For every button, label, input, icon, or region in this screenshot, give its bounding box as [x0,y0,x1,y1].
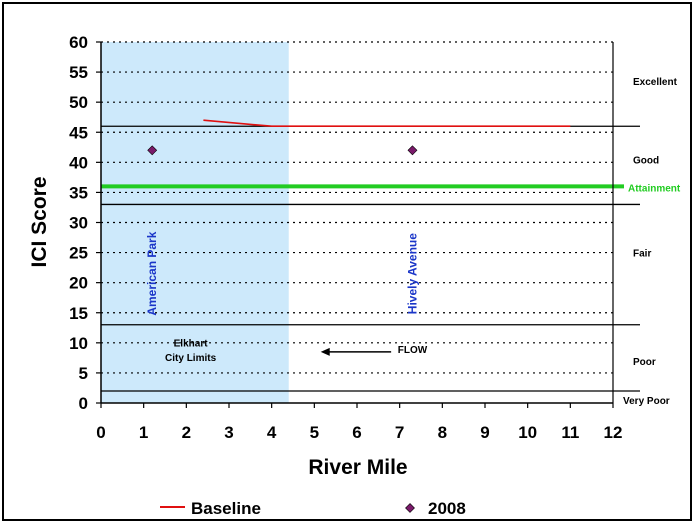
y-tick-label: 30 [69,214,88,233]
zone-label: Fair [633,249,651,260]
x-tick-label: 10 [518,423,537,442]
legend-baseline-label: Baseline [191,499,261,518]
y-tick-label: 60 [69,33,88,52]
x-tick-label: 0 [96,423,105,442]
y-tick-label: 35 [69,183,88,202]
y-tick-label: 10 [69,334,88,353]
annotation: Elkhart [174,338,209,349]
y-tick-label: 5 [79,364,88,383]
x-tick-label: 9 [480,423,489,442]
legend-2008-swatch [405,503,415,513]
y-tick-label: 25 [69,244,88,263]
y-tick-label: 40 [69,153,88,172]
site-label: American Park [145,231,159,315]
x-tick-label: 1 [139,423,148,442]
y-tick-label: 15 [69,304,88,323]
x-tick-label: 11 [561,423,579,442]
x-tick-label: 6 [352,423,361,442]
x-tick-label: 12 [604,423,623,442]
site-label: Hively Avenue [405,233,419,314]
x-tick-label: 4 [267,423,277,442]
legend-2008-label: 2008 [428,499,466,518]
y-tick-label: 45 [69,123,88,142]
x-tick-label: 7 [395,423,404,442]
data-point-2008 [407,145,418,156]
x-tick-label: 3 [224,423,233,442]
baseline-line [203,119,571,128]
x-tick-label: 8 [438,423,447,442]
x-tick-label: 5 [310,423,319,442]
x-axis-title: River Mile [308,456,407,479]
y-tick-label: 50 [69,93,88,112]
data-point-2008 [147,145,158,156]
zone-label: Excellent [633,77,678,88]
annotation: FLOW [398,345,428,356]
zone-label: Poor [633,357,656,368]
y-tick-label: 20 [69,274,88,293]
attainment-label: Attainment [628,183,681,194]
annotation: City Limits [165,353,217,364]
y-tick-label: 55 [69,63,88,82]
legend: Baseline 2008 [160,499,466,518]
flow-arrow-head [320,347,330,356]
x-tick-label: 2 [182,423,191,442]
y-tick-label: 0 [79,394,88,413]
zone-label: Very Poor [623,396,670,407]
y-axis-title: ICI Score [28,176,51,267]
zone-label: Good [633,155,659,166]
